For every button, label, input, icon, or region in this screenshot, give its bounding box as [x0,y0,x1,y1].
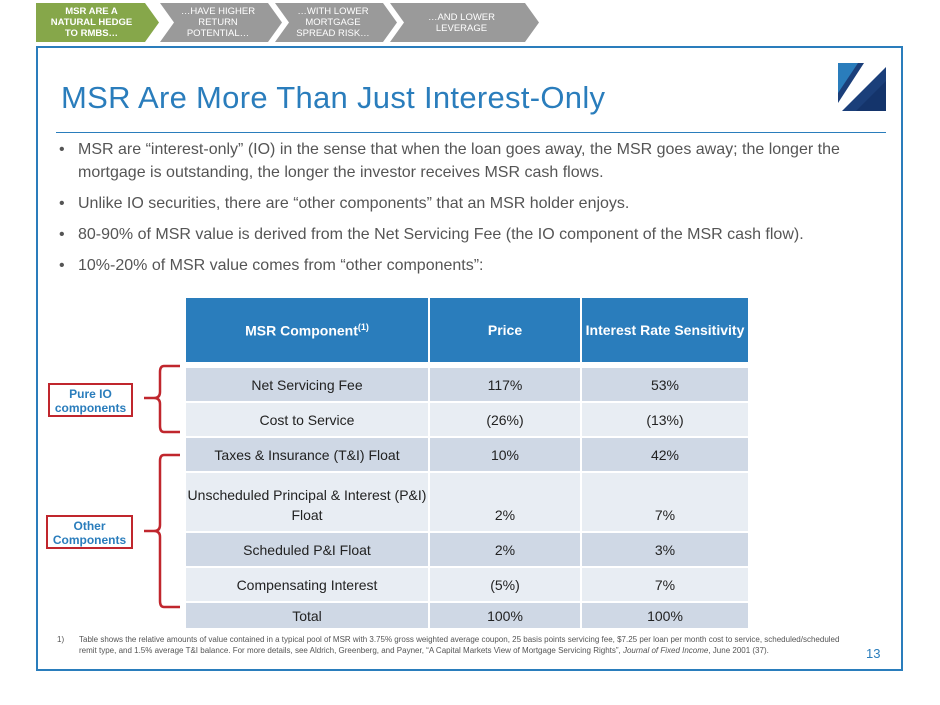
footnote-text: Table shows the relative amounts of valu… [79,635,840,655]
table-row: Scheduled P&I Float 2% 3% [186,533,748,566]
header-price: Price [428,298,580,362]
slide-frame [36,46,903,671]
nav-step-label: …WITH LOWER MORTGAGE SPREAD RISK… [296,6,370,39]
nav-step-leverage[interactable]: …AND LOWER LEVERAGE [390,3,539,42]
nav-step-label: …AND LOWER LEVERAGE [427,11,496,34]
nav-step-return[interactable]: …HAVE HIGHER RETURN POTENTIAL… [160,3,282,42]
nav-step-spread-risk[interactable]: …WITH LOWER MORTGAGE SPREAD RISK… [275,3,397,42]
bullet-item: • 80-90% of MSR value is derived from the… [56,223,876,246]
bullet-item: • 10%-20% of MSR value comes from “other … [56,254,876,277]
nav-step-label: MSR ARE A NATURAL HEDGE TO RMBS… [50,6,133,39]
bullet-item: • MSR are “interest-only” (IO) in the sen… [56,138,876,184]
nav-step-label: …HAVE HIGHER RETURN POTENTIAL… [180,6,256,39]
nav-step-hedge[interactable]: MSR ARE A NATURAL HEDGE TO RMBS… [36,3,159,42]
table-row: Compensating Interest (5%) 7% [186,568,748,601]
footnote: 1) Table shows the relative amounts of v… [57,634,857,656]
bullet-list: • MSR are “interest-only” (IO) in the sen… [56,138,876,285]
msr-components-table: MSR Component(1) Price Interest Rate Sen… [186,296,748,630]
header-component: MSR Component(1) [186,298,428,362]
pure-io-label: Pure IO components [48,383,133,417]
table-row: Taxes & Insurance (T&I) Float 10% 42% [186,438,748,471]
footnote-number: 1) [57,635,65,644]
bullet-marker: • [59,195,65,212]
company-logo [838,63,886,111]
bullet-marker: • [59,226,65,243]
title-divider [56,132,886,133]
table-row-total: Total 100% 100% [186,603,748,628]
page-title: MSR Are More Than Just Interest-Only [61,80,606,115]
table-row: Cost to Service (26%) (13%) [186,403,748,436]
table-row: Unscheduled Principal & Interest (P&I) F… [186,473,748,531]
bullet-marker: • [59,141,65,158]
bullet-item: • Unlike IO securities, there are “other … [56,192,876,215]
pure-io-brace [144,364,180,434]
page-number: 13 [866,646,881,661]
bullet-marker: • [59,257,65,274]
other-components-label: Other Components [46,515,133,549]
header-sensitivity: Interest Rate Sensitivity [580,298,748,362]
table-row: Net Servicing Fee 117% 53% [186,368,748,401]
other-components-brace [144,453,180,609]
table-header-row: MSR Component(1) Price Interest Rate Sen… [186,298,748,362]
